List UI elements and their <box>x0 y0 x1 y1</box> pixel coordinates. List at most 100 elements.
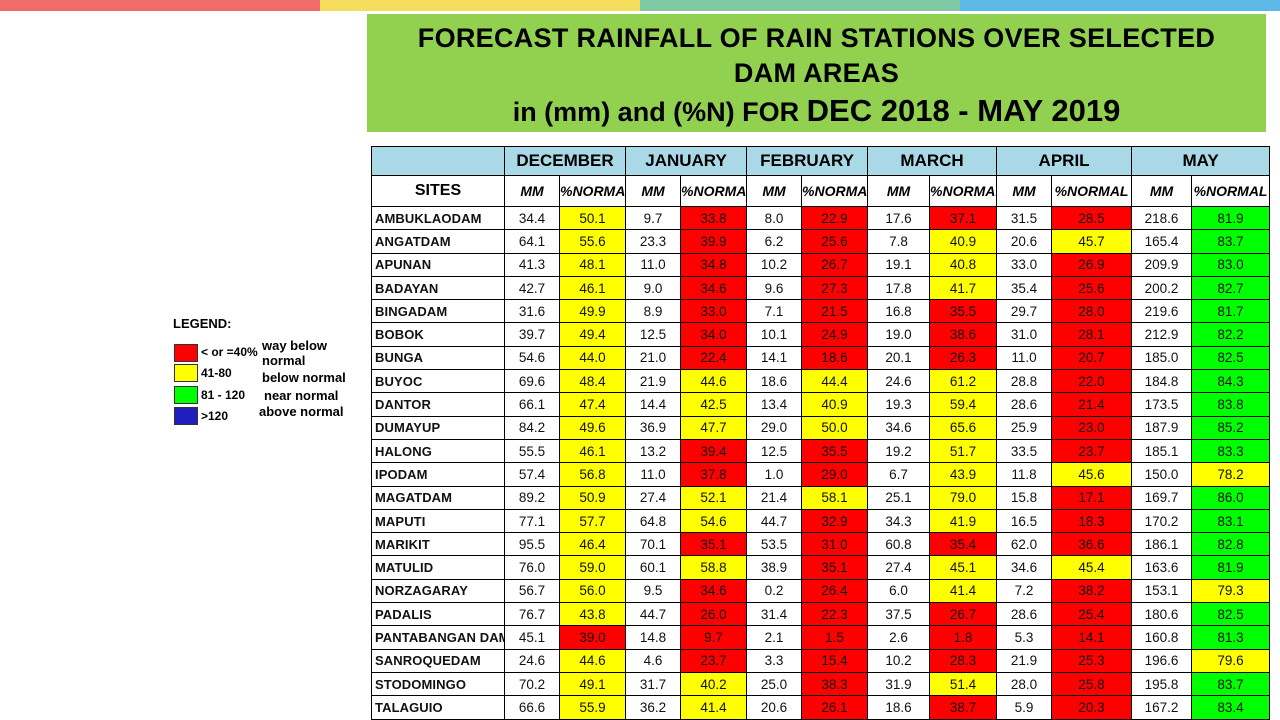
site-name-cell: APUNAN <box>371 252 505 277</box>
pct-normal-cell: 59.4 <box>929 392 998 417</box>
pct-normal-cell: 36.6 <box>1051 532 1133 557</box>
pct-normal-cell: 18.3 <box>1051 508 1133 534</box>
mm-header: MM <box>746 175 803 207</box>
table-row: IPODAM 57.4 56.8 11.0 37.8 1.0 29.0 6.7 43.9 11.8… <box>371 462 1271 487</box>
table-row: BUNGA 54.6 44.0 21.0 22.4 14.1 18.6 20.1 26.3 11.… <box>371 345 1271 371</box>
pct-normal-cell: 85.2 <box>1191 415 1271 440</box>
legend-label-yellow: below normal <box>262 370 346 385</box>
mm-cell: 160.8 <box>1131 625 1193 650</box>
pct-normal-cell: 28.3 <box>929 648 998 673</box>
mm-cell: 14.1 <box>746 345 803 371</box>
pct-normal-cell: 51.7 <box>929 438 998 464</box>
pct-normal-cell: 34.6 <box>680 578 748 604</box>
mm-cell: 54.6 <box>504 345 560 371</box>
mm-cell: 186.1 <box>1131 532 1193 557</box>
mm-cell: 44.7 <box>746 508 803 534</box>
mm-cell: 11.0 <box>625 462 682 487</box>
mm-cell: 77.1 <box>504 508 560 534</box>
pct-normal-cell: 35.1 <box>680 532 748 557</box>
legend-range-blue: >120 <box>201 409 229 423</box>
pct-normal-cell: 26.7 <box>929 602 998 627</box>
table-body: AMBUKLAODAM 34.4 50.1 9.7 33.8 8.0 22.9 17.6 37.… <box>371 205 1271 720</box>
pct-normal-cell: 27.3 <box>801 275 869 301</box>
pct-normal-cell: 40.9 <box>801 392 869 417</box>
mm-cell: 56.7 <box>504 578 560 604</box>
mm-cell: 6.7 <box>867 462 931 487</box>
site-name-cell: MAGATDAM <box>371 485 505 510</box>
pct-normal-cell: 43.9 <box>929 462 998 487</box>
legend-title: LEGEND: <box>173 316 232 331</box>
pct-normal-cell: 35.1 <box>801 555 869 580</box>
table-row: PADALIS 76.7 43.8 44.7 26.0 31.4 22.3 37.5 26.7 2… <box>371 602 1271 627</box>
pct-normal-cell: 56.0 <box>558 578 627 604</box>
mm-header: MM <box>867 175 931 207</box>
pct-normal-cell: 79.0 <box>929 485 998 510</box>
pct-normal-cell: 37.8 <box>680 462 748 487</box>
pct-normal-cell: 26.7 <box>801 252 869 277</box>
pct-normal-cell: 46.1 <box>558 275 627 301</box>
legend-swatch-green <box>174 386 198 404</box>
table-row: BADAYAN 42.7 46.1 9.0 34.6 9.6 27.3 17.8 41.7 35.… <box>371 275 1271 301</box>
mm-cell: 66.1 <box>504 392 560 417</box>
mm-cell: 8.0 <box>746 205 803 231</box>
pct-normal-cell: 9.7 <box>680 625 748 650</box>
mm-cell: 5.9 <box>996 695 1053 720</box>
mm-cell: 16.8 <box>867 299 931 324</box>
pct-normal-cell: 28.5 <box>1051 205 1133 231</box>
table-row: STODOMINGO 70.2 49.1 31.7 40.2 25.0 38.3 31.9 51… <box>371 671 1271 697</box>
mm-cell: 173.5 <box>1131 392 1193 417</box>
mm-cell: 3.3 <box>746 648 803 673</box>
pct-normal-cell: 15.4 <box>801 648 869 673</box>
pct-normal-cell: 38.2 <box>1051 578 1133 604</box>
pct-normal-cell: 79.3 <box>1191 578 1271 604</box>
pct-normal-cell: 26.4 <box>801 578 869 604</box>
pct-normal-cell: 22.3 <box>801 602 869 627</box>
mm-header: MM <box>504 175 560 207</box>
mm-cell: 9.7 <box>625 205 682 231</box>
mm-cell: 89.2 <box>504 485 560 510</box>
site-name-cell: ANGATDAM <box>371 229 505 254</box>
pct-normal-cell: 41.9 <box>929 508 998 534</box>
pct-normal-cell: 51.4 <box>929 671 998 697</box>
table-row: MARIKIT 95.5 46.4 70.1 35.1 53.5 31.0 60.8 35.4 6… <box>371 532 1271 557</box>
pct-normal-cell: 40.2 <box>680 671 748 697</box>
site-name-cell: MATULID <box>371 555 505 580</box>
site-name-cell: DANTOR <box>371 392 505 417</box>
legend-swatch-red <box>174 344 198 362</box>
pct-normal-cell: 42.5 <box>680 392 748 417</box>
mm-cell: 21.9 <box>996 648 1053 673</box>
pct-normal-cell: 79.6 <box>1191 648 1271 673</box>
mm-cell: 16.5 <box>996 508 1053 534</box>
site-name-cell: HALONG <box>371 438 505 464</box>
top-bar-segment-blue <box>960 0 1280 11</box>
mm-cell: 153.1 <box>1131 578 1193 604</box>
pct-normal-cell: 37.1 <box>929 205 998 231</box>
mm-cell: 21.0 <box>625 345 682 371</box>
table-row: MAPUTI 77.1 57.7 64.8 54.6 44.7 32.9 34.3 41.9 16… <box>371 508 1271 534</box>
mm-cell: 17.6 <box>867 205 931 231</box>
top-bar-segment-red <box>0 0 320 11</box>
mm-header: MM <box>996 175 1053 207</box>
legend-range-yellow: 41-80 <box>201 366 232 380</box>
pct-normal-cell: 50.9 <box>558 485 627 510</box>
pct-normal-cell: 78.2 <box>1191 462 1271 487</box>
pct-normal-cell: 49.9 <box>558 299 627 324</box>
mm-cell: 165.4 <box>1131 229 1193 254</box>
mm-cell: 19.0 <box>867 322 931 347</box>
pct-normal-cell: 57.7 <box>558 508 627 534</box>
pct-normal-cell: 44.4 <box>801 369 869 394</box>
pct-normal-cell: 41.4 <box>680 695 748 720</box>
site-name-cell: DUMAYUP <box>371 415 505 440</box>
mm-cell: 39.7 <box>504 322 560 347</box>
pct-normal-cell: 25.3 <box>1051 648 1133 673</box>
table-row: MAGATDAM 89.2 50.9 27.4 52.1 21.4 58.1 25.1 79.0… <box>371 485 1271 510</box>
month-header: JANUARY <box>625 146 748 176</box>
mm-cell: 45.1 <box>504 625 560 650</box>
pct-normal-cell: 23.7 <box>1051 438 1133 464</box>
pct-normal-cell: 81.7 <box>1191 299 1271 324</box>
pct-normal-cell: 22.0 <box>1051 369 1133 394</box>
table-row: AMBUKLAODAM 34.4 50.1 9.7 33.8 8.0 22.9 17.6 37.… <box>371 205 1271 231</box>
pct-normal-cell: 82.8 <box>1191 532 1271 557</box>
pct-normal-cell: 41.4 <box>929 578 998 604</box>
pct-normal-cell: 44.0 <box>558 345 627 371</box>
